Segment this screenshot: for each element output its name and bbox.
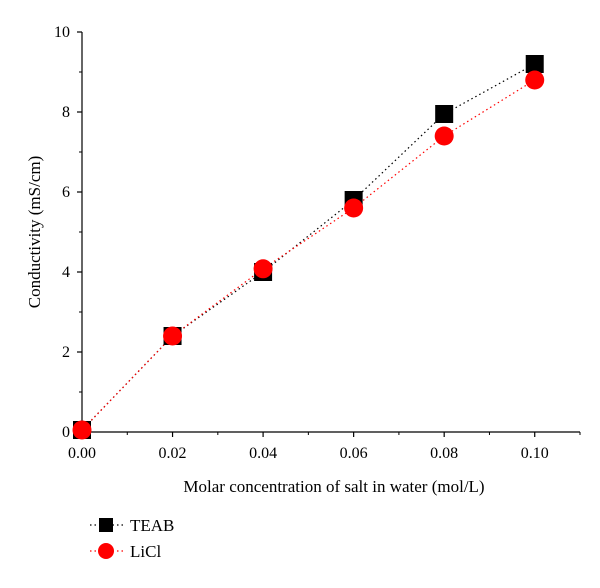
legend-label-teab: TEAB [130,516,174,535]
data-point-licl [525,70,545,90]
x-tick-label: 0.08 [430,445,458,462]
x-axis-ticks: 0.00 0.02 0.04 0.06 0.08 0.10 [68,432,581,462]
y-tick-label: 4 [62,264,70,281]
y-tick-label: 0 [62,424,70,441]
data-point-teab [435,105,454,123]
x-tick-label: 0.10 [521,445,549,462]
data-point-licl [72,420,92,440]
y-axis-ticks: 0 2 4 6 8 10 [54,24,82,441]
legend: TEAB LiCl [90,516,174,561]
legend-marker-teab [99,518,113,532]
legend-marker-licl [98,543,114,559]
data-point-licl [434,126,454,146]
series-points [72,55,545,440]
x-tick-label: 0.00 [68,445,96,462]
y-tick-label: 6 [62,184,70,201]
x-tick-label: 0.02 [159,445,187,462]
x-tick-label: 0.06 [340,445,368,462]
data-point-licl [344,198,364,218]
series-lines [81,63,536,431]
x-tick-label: 0.04 [249,445,277,462]
y-tick-label: 8 [62,104,70,121]
data-point-teab [525,55,544,73]
plot-frame [81,32,580,433]
x-axis-label: Molar concentration of salt in water (mo… [183,477,484,496]
legend-label-licl: LiCl [130,542,161,561]
y-tick-label: 10 [54,24,70,41]
y-tick-label: 2 [62,344,70,361]
series-line-licl [81,79,536,431]
series-line-teab [81,63,535,431]
data-point-licl [163,326,183,346]
y-axis-label: Conductivity (mS/cm) [25,156,44,309]
data-point-licl [253,259,273,279]
